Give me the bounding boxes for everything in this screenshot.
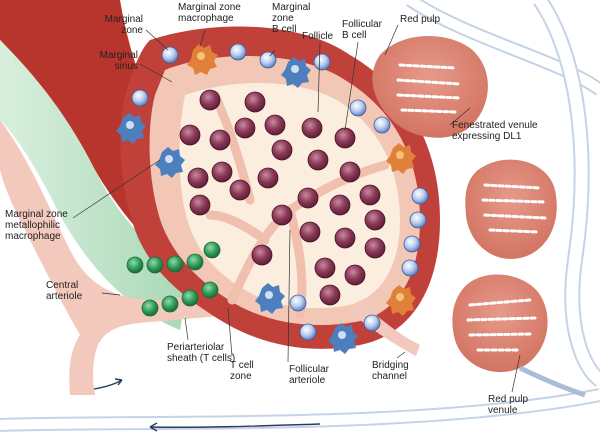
b-cell xyxy=(329,194,351,216)
label-marginal-zone-b-cell: Marginal zone B cell xyxy=(272,2,311,35)
b-cell xyxy=(334,127,356,149)
label-follicular-arteriole: Follicular arteriole xyxy=(289,364,330,386)
t-cell xyxy=(181,289,199,307)
label-marginal-sinus: Marginal sinus xyxy=(99,50,138,72)
b-cell xyxy=(364,237,386,259)
b-cell xyxy=(251,244,273,266)
b-cell xyxy=(187,167,209,189)
macrophages xyxy=(116,44,416,354)
fenestrated-venules xyxy=(396,63,547,352)
pals-band xyxy=(0,40,190,330)
b-cell xyxy=(271,139,293,161)
mz-b-cell xyxy=(161,46,179,64)
label-marginal-zone: Marginal zone xyxy=(104,14,143,36)
b-cell xyxy=(344,264,366,286)
b-cell xyxy=(339,161,361,183)
b-cell xyxy=(319,284,341,306)
label-follicle: Follicle xyxy=(302,31,334,42)
label-marginal-zone-metallophilic-macrophage: Marginal zone metallophilic macrophage xyxy=(5,209,68,242)
t-cell xyxy=(186,253,204,271)
mz-b-cell xyxy=(131,89,149,107)
red-pulp-venule xyxy=(518,365,586,398)
b-cell xyxy=(199,89,221,111)
b-cell xyxy=(234,117,256,139)
b-cell xyxy=(264,114,286,136)
mz-b-cell xyxy=(403,235,421,253)
t-cell xyxy=(141,299,159,317)
label-follicular-b-cell: Follicular B cell xyxy=(342,19,383,41)
b-cell xyxy=(299,221,321,243)
b-cell xyxy=(314,257,336,279)
t-cell xyxy=(166,255,184,273)
b-cell xyxy=(271,204,293,226)
b-cell xyxy=(301,117,323,139)
mz-b-cell xyxy=(373,116,391,134)
b-cell xyxy=(229,179,251,201)
b-cell xyxy=(209,129,231,151)
mz-b-cell xyxy=(289,294,307,312)
follicular-b-cells xyxy=(179,89,386,306)
b-cell xyxy=(359,184,381,206)
bridging-channel xyxy=(350,300,420,356)
b-cell xyxy=(257,167,279,189)
label-periarteriolar-sheath: Periarteriolar sheath (T cells) xyxy=(167,342,236,364)
mz-b-cell xyxy=(411,187,429,205)
t-cell xyxy=(203,241,221,259)
label-red-pulp-venule: Red pulp venule xyxy=(488,394,529,416)
label-red-pulp: Red pulp xyxy=(400,14,441,25)
mz-b-cell xyxy=(363,314,381,332)
marginal-zone-b-cells xyxy=(131,43,429,341)
t-cell xyxy=(146,256,164,274)
t-cell xyxy=(201,281,219,299)
label-central-arteriole: Central arteriole xyxy=(46,280,83,302)
label-marginal-zone-macrophage: Marginal zone macrophage xyxy=(178,2,241,24)
mz-b-cell xyxy=(313,53,331,71)
mz-b-cell xyxy=(299,323,317,341)
b-cell xyxy=(211,161,233,183)
b-cell xyxy=(364,209,386,231)
mz-b-cell xyxy=(409,211,427,229)
t-cell xyxy=(161,295,179,313)
b-cell xyxy=(334,227,356,249)
b-cell xyxy=(297,187,319,209)
label-bridging-channel: Bridging channel xyxy=(372,360,409,382)
b-cell xyxy=(244,91,266,113)
mz-b-cell xyxy=(259,51,277,69)
mz-b-cell xyxy=(401,259,419,277)
label-fenestrated-venule: Fenestrated venule expressing DL1 xyxy=(452,120,538,142)
b-cell xyxy=(189,194,211,216)
b-cell xyxy=(307,149,329,171)
t-cell xyxy=(126,256,144,274)
t-cells xyxy=(126,241,221,317)
leader-lines xyxy=(72,24,521,393)
b-cell xyxy=(179,124,201,146)
mz-b-cell xyxy=(349,99,367,117)
mz-b-cell xyxy=(229,43,247,61)
central-arteriole-vessel xyxy=(0,120,232,395)
label-t-cell-zone: T cell zone xyxy=(230,360,254,382)
splenic-vein xyxy=(0,0,600,432)
